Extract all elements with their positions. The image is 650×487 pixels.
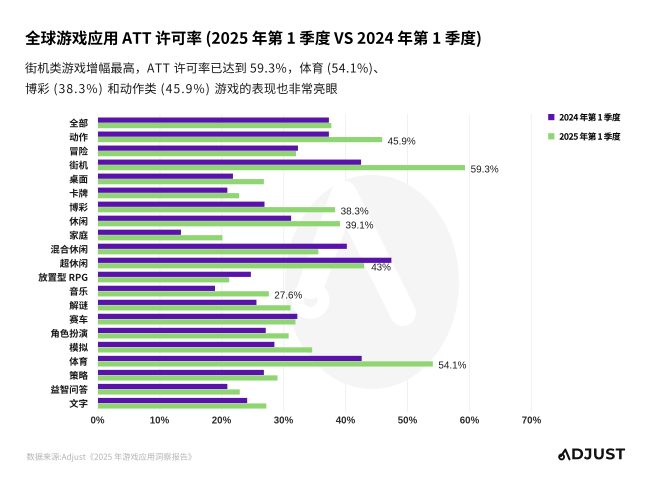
svg-text:0%: 0% [90, 416, 104, 427]
svg-text:70%: 70% [522, 416, 542, 427]
svg-text:54.1%: 54.1% [438, 361, 466, 372]
svg-text:43%: 43% [371, 263, 391, 274]
svg-text:59.3%: 59.3% [471, 164, 499, 175]
svg-text:45.9%: 45.9% [388, 136, 416, 147]
svg-text:38.3%: 38.3% [341, 207, 369, 218]
svg-text:10%: 10% [150, 416, 170, 427]
svg-text:50%: 50% [398, 416, 418, 427]
svg-text:60%: 60% [460, 416, 480, 427]
svg-text:39.1%: 39.1% [346, 221, 374, 232]
svg-text:40%: 40% [336, 416, 356, 427]
svg-text:30%: 30% [274, 416, 294, 427]
svg-text:20%: 20% [212, 416, 232, 427]
svg-text:27.6%: 27.6% [274, 291, 302, 302]
